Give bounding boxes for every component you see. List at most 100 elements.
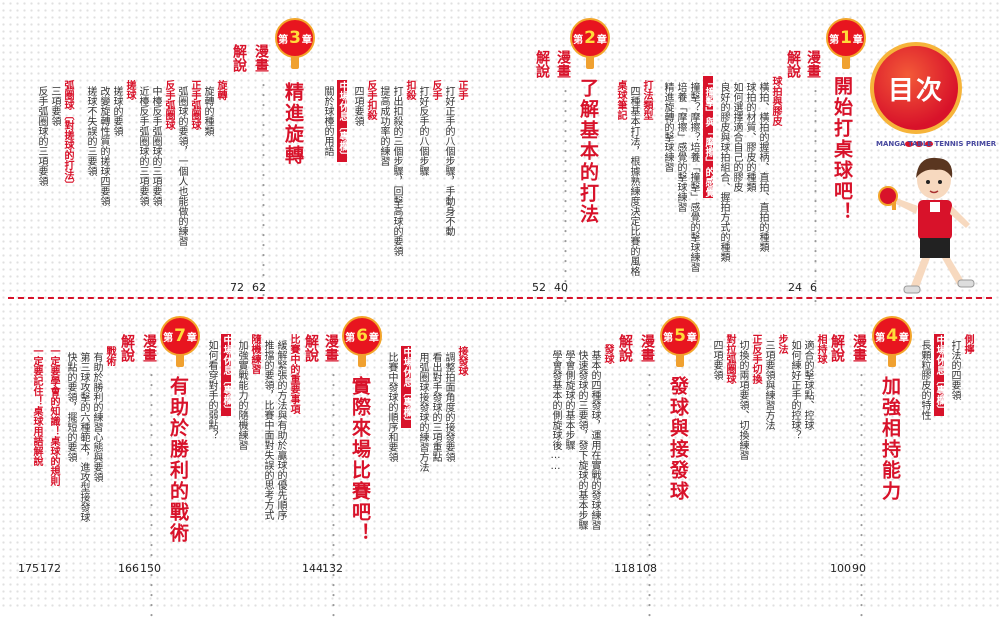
section-header: 桌球筆記	[615, 80, 626, 120]
manga-label-7: 漫畫	[141, 334, 157, 362]
expl-page-4: 100	[830, 562, 851, 575]
section-header: 「撞擊」與「摩擦」的感覺	[703, 76, 714, 198]
chapter-title-2: 了解基本的打法	[577, 78, 599, 225]
list-item: 球拍的材質、膠皮的種類	[744, 82, 755, 192]
expl-label-4: 解說	[829, 334, 845, 362]
chapter-title-3: 精進旋轉	[282, 82, 304, 166]
manga-page-2: 40	[554, 281, 568, 294]
expl-label-6: 解說	[303, 334, 319, 362]
list-item: 加強實戰能力的隨機練習	[236, 340, 247, 450]
tail-page-172: 172	[40, 562, 61, 575]
section-header: 正反手切換	[750, 334, 761, 384]
section-header: 扣殺	[404, 80, 415, 100]
ping-pong-balls-icon	[904, 132, 934, 151]
section-header: 側擰	[962, 334, 973, 354]
list-item: 反手弧圈球的三項要領	[36, 86, 47, 186]
section-header: 球拍與膠皮	[770, 76, 781, 126]
list-item: 精進旋轉的擊球練習	[662, 82, 673, 172]
list-item: 橫拍、橫拍的握柄、直拍、直拍的種類	[757, 82, 768, 252]
manga-leader-6: ・・・・・・・・・・・・・・・・・・・・・・・・・	[326, 370, 337, 620]
expl-label-2: 解說	[534, 50, 550, 78]
manga-page-7: 150	[140, 562, 161, 575]
list-item: 基本的四種發球，運用在實戰的發球練習	[589, 350, 600, 530]
tail-page-175: 175	[18, 562, 39, 575]
manga-leader-5: ・・・・・・・・・・・・・・・・・・・・・・・・・	[642, 370, 653, 620]
list-item: 第三球攻擊的六種範本，進攻型接發球	[78, 352, 89, 522]
list-item: 改變旋轉性質的搓球四要領	[98, 86, 109, 206]
list-item: 學會發基本的側旋球後……	[550, 350, 561, 472]
section-header: 反手扣殺	[365, 80, 376, 120]
manga-leader-4: ・・・・・・・・・・・・・・・・・・・・・・・・・	[854, 370, 865, 620]
list-item: 長顆粒膠皮的特性	[919, 340, 930, 420]
list-item: 適合的擊球點、控球	[802, 340, 813, 430]
chapter-title-1: 開始打桌球吧！	[831, 76, 853, 223]
manga-leader-7: ・・・・・・・・・・・・・・・・・・・・・・・・・	[144, 370, 155, 620]
section-header: 一定要學會的知識！桌球的規則	[48, 346, 59, 486]
toc-title-badge: 目次	[870, 42, 962, 134]
list-item: 如何練好正手的控球？	[789, 340, 800, 440]
list-item: 四項要領	[352, 86, 363, 126]
section-header: 搓球	[124, 80, 135, 100]
section-header: 弧圈球〔對搓球的打法〕	[62, 80, 73, 190]
expl-page-2: 52	[532, 281, 546, 294]
section-header: 中場休息〔專欄〕	[401, 346, 412, 428]
manga-label-3: 漫畫	[253, 44, 269, 72]
section-header: 一定要記住！桌球用語解說	[31, 346, 42, 466]
list-item: 打好反手的八個步驟	[417, 86, 428, 176]
list-item: 如何選擇適合自己的膠皮	[731, 82, 742, 192]
toc-subtitle: MANGA TABLE TENNIS PRIMER	[876, 140, 997, 148]
expl-label-5: 解說	[617, 334, 633, 362]
list-item: 緩解緊張的方法與有助於贏球的優先順序	[275, 340, 286, 520]
section-header: 中場休息〔專欄〕	[934, 334, 945, 416]
manga-label-2: 漫畫	[555, 50, 571, 78]
manga-page-1: 6	[810, 281, 817, 294]
manga-label-4: 漫畫	[851, 334, 867, 362]
list-item: 用弧圈球接發球的練習方法	[417, 352, 428, 472]
expl-page-1: 24	[788, 281, 802, 294]
list-item: 有助於勝利的練習心態與要領	[91, 352, 102, 482]
expl-page-3: 72	[230, 281, 244, 294]
list-item: 快點的要領，擺短的要領	[65, 352, 76, 462]
list-item: 調整拍面角度的接發要領	[443, 352, 454, 462]
list-item: 三項要領	[49, 86, 60, 126]
section-header: 隨機練習	[249, 334, 260, 374]
list-item: 培養「摩擦」感覺的擊球練習	[675, 82, 686, 212]
chapter-title-4: 加強相持能力	[879, 376, 901, 502]
list-item: 比賽中發球的順序和要領	[386, 352, 397, 462]
table-tennis-player-illustration	[878, 157, 975, 294]
manga-page-4: 90	[852, 562, 866, 575]
chapter-title-5: 發球與接發球	[667, 376, 689, 502]
list-item: 學會側旋球的基本步驟	[563, 350, 574, 450]
section-header: 正手	[456, 80, 467, 100]
chapter-title-7: 有助於勝利的戰術	[167, 376, 189, 544]
expl-label-3: 解說	[231, 44, 247, 72]
section-header: 步法	[776, 334, 787, 354]
manga-page-3: 62	[252, 281, 266, 294]
section-header: 戰術	[104, 346, 115, 366]
expl-page-7: 166	[118, 562, 139, 575]
section-header: 旋轉	[215, 80, 226, 100]
list-item: 打法的四要領	[949, 340, 960, 400]
section-header: 打法類型	[641, 80, 652, 120]
manga-leader-1: ・・・・・・・・・・・・・・・・・・・・・・	[808, 86, 819, 306]
page-divider	[8, 297, 992, 299]
list-item: 推擋的要領，比賽中面對失誤的思考方式	[262, 340, 273, 520]
section-header: 相持球	[815, 334, 826, 364]
list-item: 旋轉的種類	[202, 86, 213, 136]
section-header: 發球	[602, 344, 613, 364]
section-header: 接發球	[456, 346, 467, 376]
list-item: 打出扣殺的三個步驟，回擊高球的要領	[391, 86, 402, 256]
list-item: 如何看穿對手的弱點？	[206, 340, 217, 440]
section-header: 中場休息〔專欄〕	[221, 334, 232, 416]
manga-label-1: 漫畫	[805, 50, 821, 78]
section-header: 對拉弧圈球	[724, 334, 735, 384]
manga-leader-2: ・・・・・・・・・・・・・・・・・・・・・・	[558, 86, 569, 306]
list-item: 三項要領與練習方法	[763, 340, 774, 430]
